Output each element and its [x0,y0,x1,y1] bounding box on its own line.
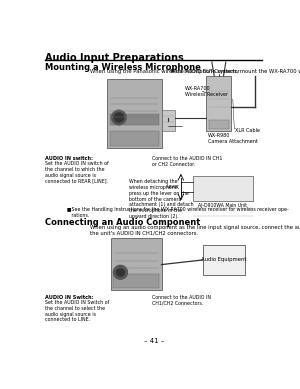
Circle shape [111,110,127,125]
Text: AUDIO IN Switch:: AUDIO IN Switch: [45,294,94,300]
Text: Audio Input Preparations: Audio Input Preparations [45,53,184,63]
Text: Connecting an Audio Component: Connecting an Audio Component [45,217,201,227]
Circle shape [114,113,124,122]
Text: When using the Panasonic wireless microphone system, mount the WX-RA700 wireless: When using the Panasonic wireless microp… [90,69,300,74]
Bar [193,176,253,201]
Text: AJ-D910WA Main Unit: AJ-D910WA Main Unit [198,203,247,208]
Bar [206,76,231,131]
Text: Set the AUDIO IN switch of
the channel to which the
audio signal source is
conne: Set the AUDIO IN switch of the channel t… [45,161,109,184]
Text: ■See the Handling Instructions for the WX-RA700 wireless receiver for wireless r: ■See the Handling Instructions for the W… [67,207,289,217]
Bar [111,238,161,290]
Text: To the AUDIO OUT Connector: To the AUDIO OUT Connector [169,68,239,74]
Bar [107,79,161,148]
Text: Connect to the AUDIO IN
CH1/CH2 Connectors.: Connect to the AUDIO IN CH1/CH2 Connecto… [152,294,211,305]
Text: AUDIO IN switch:: AUDIO IN switch: [45,156,93,161]
Bar [110,114,159,125]
Text: – 41 –: – 41 – [144,338,164,344]
Text: WX-R980
Camera Attachment: WX-R980 Camera Attachment [208,133,258,144]
Bar [113,274,159,288]
Text: When detaching the
wireless microphone,
press up the lever on the
bottom of the : When detaching the wireless microphone, … [129,179,194,219]
Text: WX-RA700
Wireless Receiver: WX-RA700 Wireless Receiver [185,86,228,97]
Circle shape [116,268,124,276]
Text: XLR Cable: XLR Cable [235,128,260,133]
Circle shape [113,265,128,279]
Bar [202,245,245,275]
Bar [209,120,229,129]
Bar [161,110,176,131]
Text: Mounting a Wireless Microphone: Mounting a Wireless Microphone [45,63,201,72]
Text: Audio Equipment: Audio Equipment [201,258,247,263]
Text: Lever: Lever [167,184,179,189]
Text: Connect to the AUDIO IN CH1
or CH2 Connector.: Connect to the AUDIO IN CH1 or CH2 Conne… [152,156,223,167]
Bar [110,131,159,146]
Text: When using an audio component as the line input signal source, connect the audio: When using an audio component as the lin… [90,224,300,235]
Text: Set the AUDIO IN Switch of
the channel to select the
audio signal source is
conn: Set the AUDIO IN Switch of the channel t… [45,300,110,322]
